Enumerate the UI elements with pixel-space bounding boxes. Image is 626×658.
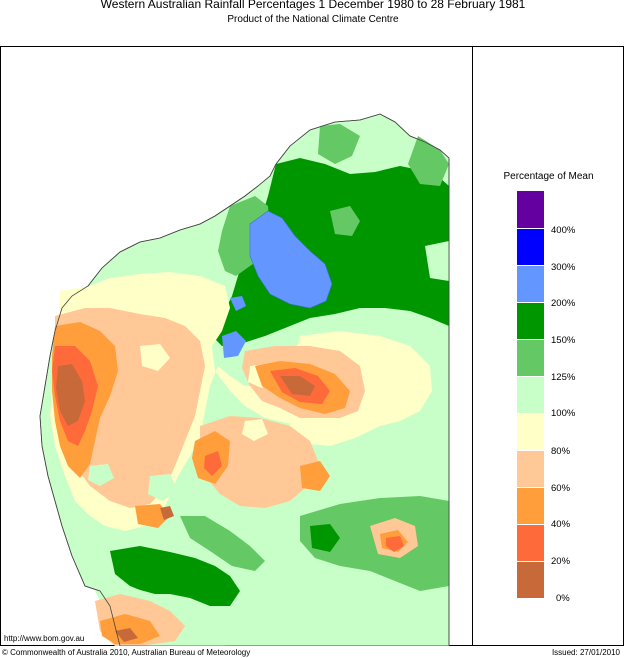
legend-swatch-200-300 (517, 265, 544, 302)
legend-swatch-400-plus (517, 191, 544, 228)
zone-100-island4 (88, 464, 114, 486)
zone-20-midsouth (204, 451, 222, 476)
legend-swatch-125-150 (517, 339, 544, 376)
legend-tick-125: 125% (551, 372, 576, 383)
legend-tick-300: 300% (551, 262, 576, 273)
legend-tick-60: 60% (551, 483, 571, 494)
zone-125-ne (330, 206, 360, 236)
zone-80-island1 (140, 344, 170, 371)
zone-200-lake (249, 210, 333, 309)
map-title: Western Australian Rainfall Percentages … (100, 0, 526, 11)
coastline (39, 113, 450, 646)
footer-copyright: © Commonwealth of Australia 2010, Austra… (2, 648, 251, 657)
legend-tick-400: 400% (551, 225, 576, 236)
legend-title: Percentage of Mean (503, 171, 594, 182)
zone-80-island5 (242, 419, 268, 441)
map-subtitle: Product of the National Climate Centre (227, 14, 399, 25)
zone-150-southeast (310, 524, 340, 552)
zone-200-small2 (230, 296, 246, 311)
legend-tick-80: 80% (551, 446, 571, 457)
zone-100-kimberley (370, 136, 410, 158)
legend-swatch-100-125 (517, 376, 544, 413)
zone-0-south (115, 628, 138, 642)
zone-150-north (212, 158, 449, 346)
legend-colorbar (517, 191, 544, 598)
legend-swatch-60-80 (517, 450, 544, 487)
zone-0-westcoast (56, 364, 85, 426)
zone-125-east (408, 136, 449, 186)
zone-125-south2 (180, 516, 265, 571)
zone-100-ne2 (425, 241, 449, 281)
footer-url[interactable]: http://www.bom.gov.au (4, 634, 85, 643)
legend-swatch-150-200 (517, 302, 544, 339)
zone-200-small1 (222, 331, 246, 358)
legend-tick-150: 150% (551, 335, 576, 346)
legend-tick-100: 100% (551, 408, 576, 419)
legend-divider (472, 46, 473, 646)
legend-tick-0: 0% (556, 593, 570, 604)
rainfall-map (39, 113, 450, 646)
legend-swatch-300-400 (517, 228, 544, 265)
zone-80-island3 (148, 474, 178, 501)
zone-125-north (318, 124, 360, 164)
zone-125-southeast (300, 496, 449, 591)
zone-0-midsouth (160, 506, 174, 520)
legend-swatch-0-20 (517, 561, 544, 598)
zone-40-east (300, 461, 330, 491)
legend-swatch-40-60 (517, 487, 544, 524)
legend-swatch-20-40 (517, 524, 544, 561)
footer-issued-date: Issued: 27/01/2010 (551, 648, 620, 657)
legend-tick-200: 200% (551, 298, 576, 309)
legend-tick-40: 40% (551, 519, 571, 530)
legend-swatch-80-100 (517, 413, 544, 450)
zone-60-midsouth (200, 416, 318, 508)
zone-20-se (386, 536, 404, 552)
legend-tick-20: 20% (551, 556, 571, 567)
zone-0-central (280, 376, 315, 396)
